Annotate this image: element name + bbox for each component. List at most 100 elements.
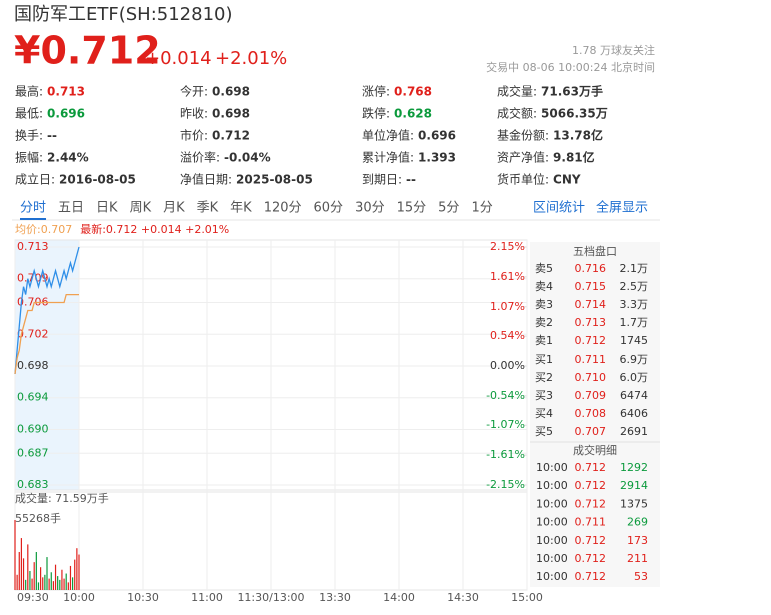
stat-label: 成立日: <box>15 172 55 187</box>
y2-tick-label: 0.54% <box>490 329 525 342</box>
volume-bar <box>37 582 40 590</box>
trade-price: 0.712 <box>575 534 607 547</box>
volume-bar <box>76 548 78 590</box>
y2-tick-label: 1.61% <box>490 270 525 283</box>
volume-bar <box>25 579 27 590</box>
tab[interactable]: 月K <box>163 201 185 216</box>
stat-label: 成交量: <box>497 84 537 99</box>
book-price: 0.716 <box>575 262 607 275</box>
latest-label: 最新:0.712 +0.014 +2.01% <box>80 222 229 236</box>
book-volume: 1745 <box>620 334 648 347</box>
stat-value: CNY <box>553 173 581 187</box>
book-label: 卖1 <box>535 334 553 347</box>
stat-value: 0.768 <box>394 85 432 99</box>
volume-bar <box>33 562 35 590</box>
book-price: 0.713 <box>575 316 607 329</box>
x-tick-label: 11:00 <box>191 591 223 604</box>
y-tick-label: 0.694 <box>17 391 49 404</box>
volume-bar <box>72 577 74 590</box>
volume-bar <box>42 577 44 590</box>
volume-bar <box>61 569 63 590</box>
book-price: 0.715 <box>575 280 607 293</box>
stat-value: 0.698 <box>212 85 250 99</box>
trade-time: 10:00 <box>536 479 568 492</box>
y-tick-label: 0.690 <box>17 422 49 435</box>
order-book-panel <box>530 242 660 587</box>
tool-link[interactable]: 全屏显示 <box>596 200 648 216</box>
stat-label: 货币单位: <box>497 172 549 187</box>
price-line <box>14 246 80 374</box>
tab[interactable]: 1分 <box>471 201 492 216</box>
stat-value: 0.696 <box>47 107 85 121</box>
tab[interactable]: 15分 <box>397 201 427 216</box>
volume-bar <box>50 572 52 590</box>
title: 国防军工ETF(SH:512810) <box>14 4 233 25</box>
x-tick-label: 10:30 <box>127 591 159 604</box>
stat-value: 0.712 <box>212 129 250 143</box>
tab[interactable]: 30分 <box>355 201 385 216</box>
book-label: 卖3 <box>535 298 553 311</box>
stat-label: 成交额: <box>497 106 537 121</box>
book-volume: 1.7万 <box>620 316 649 329</box>
volume-bar <box>74 559 76 590</box>
trade-price: 0.712 <box>575 570 607 583</box>
stat-label: 今开: <box>180 84 208 99</box>
stat-label: 资产净值: <box>497 150 549 165</box>
volume-bar <box>29 571 31 590</box>
trade-volume: 1375 <box>620 497 648 510</box>
tab[interactable]: 120分 <box>264 201 302 216</box>
trade-volume: 269 <box>627 516 648 529</box>
tool-link[interactable]: 区间统计 <box>533 201 585 216</box>
x-tick-label: 10:00 <box>63 591 95 604</box>
book-label: 买4 <box>535 407 553 420</box>
tab[interactable]: 分时 <box>20 201 46 216</box>
book-volume: 2.1万 <box>620 262 649 275</box>
trade-time: 10:00 <box>536 516 568 529</box>
x-tick-label: 14:30 <box>447 591 479 604</box>
tab[interactable]: 年K <box>230 201 252 216</box>
y2-tick-label: -2.15% <box>486 478 525 491</box>
tab[interactable]: 五日 <box>58 201 84 216</box>
stat-label: 最高: <box>15 84 43 99</box>
stat-value: -- <box>47 129 57 143</box>
book-label: 买2 <box>535 371 553 384</box>
y2-tick-label: 0.00% <box>490 359 525 372</box>
stat-value: 2.44% <box>47 151 89 165</box>
stat-label: 溢价率: <box>180 150 220 165</box>
trade-volume: 173 <box>627 534 648 547</box>
stat-value: 0.713 <box>47 85 85 99</box>
x-tick-label: 14:00 <box>383 591 415 604</box>
stat-value: 9.81亿 <box>553 150 595 165</box>
stat-value: -0.04% <box>224 151 271 165</box>
tab[interactable]: 日K <box>96 201 118 216</box>
stat-value: 0.628 <box>394 107 432 121</box>
book-label: 买3 <box>535 389 553 402</box>
tab[interactable]: 5分 <box>438 201 459 216</box>
y-tick-label: 0.713 <box>17 240 49 253</box>
stat-value: 0.698 <box>212 107 250 121</box>
y-tick-label: 0.683 <box>17 478 49 491</box>
stat-value: 1.393 <box>418 151 456 165</box>
price-line <box>14 293 79 375</box>
trade-price: 0.712 <box>575 461 607 474</box>
book-price: 0.710 <box>575 371 607 384</box>
stat-label: 净值日期: <box>180 172 232 187</box>
stat-label: 最低: <box>15 107 43 121</box>
volume-bar <box>20 538 22 590</box>
volume-max-label: 55268手 <box>15 511 61 525</box>
stat-value: 0.696 <box>418 129 456 143</box>
tab[interactable]: 60分 <box>314 201 344 216</box>
trade-time: 10:00 <box>536 552 568 565</box>
status: 交易中 08-06 10:00:24 北京时间 <box>486 60 655 74</box>
trade-time: 10:00 <box>536 534 568 547</box>
y-tick-label: 0.706 <box>17 296 49 309</box>
stat-label: 跌停: <box>362 106 390 121</box>
tab[interactable]: 季K <box>197 201 219 216</box>
volume-label: 成交量: 71.59万手 <box>15 491 109 505</box>
trade-volume: 53 <box>634 570 648 583</box>
tab[interactable]: 周K <box>130 201 152 216</box>
trade-price: 0.712 <box>575 479 607 492</box>
volume-bar <box>14 520 16 590</box>
book-price: 0.709 <box>575 389 607 402</box>
